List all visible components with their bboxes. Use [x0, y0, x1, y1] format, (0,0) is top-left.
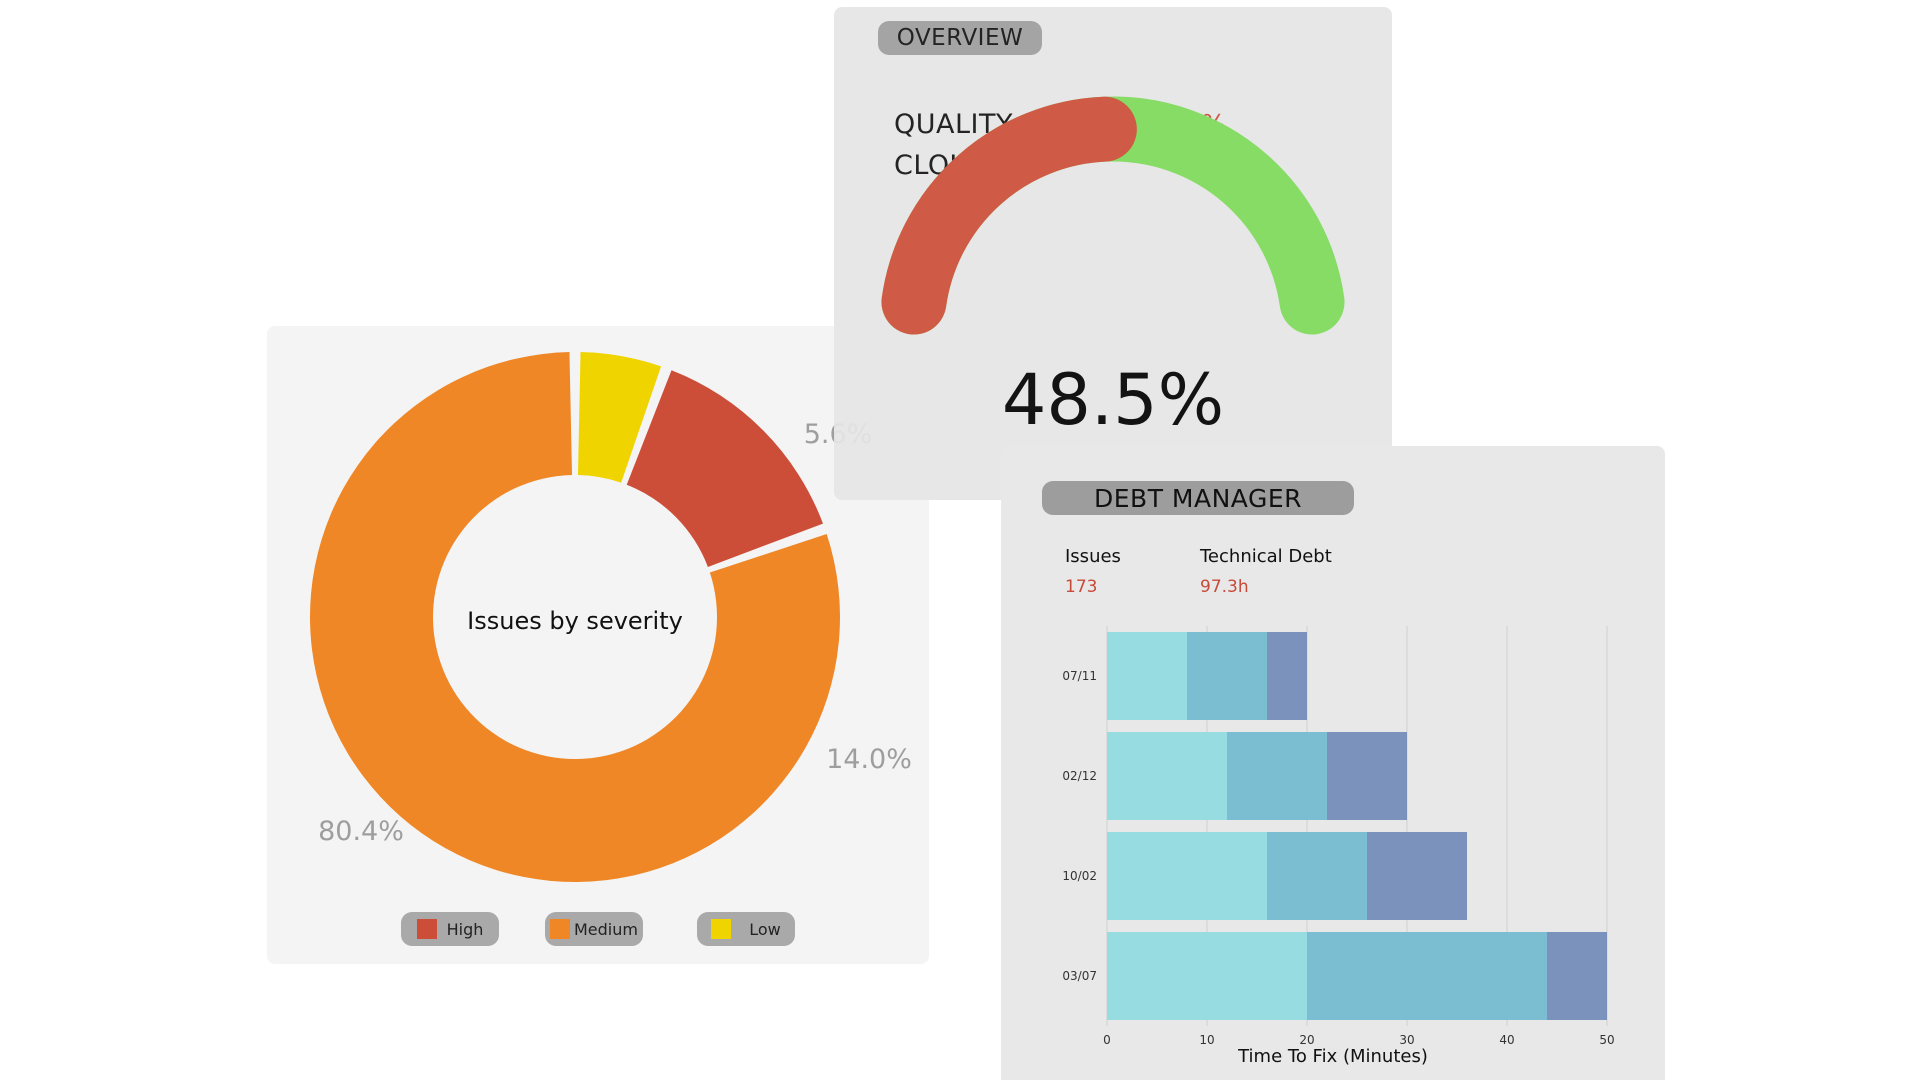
x-tick-label: 30: [1399, 1033, 1414, 1047]
legend-label-medium: Medium: [574, 919, 638, 939]
x-axis-title: Time To Fix (Minutes): [1237, 1046, 1428, 1067]
y-tick-label: 02/12: [1062, 769, 1097, 783]
donut-center-label: Issues by severity: [467, 607, 683, 635]
debt-manager-card: DEBT MANAGER Issues 173 Technical Debt 9…: [1001, 446, 1665, 1080]
legend-item-medium[interactable]: Medium: [545, 912, 643, 946]
x-tick-label: 0: [1103, 1033, 1111, 1047]
stat-technical-debt-value: 97.3h: [1200, 577, 1249, 597]
severity-donut-chart: Issues by severity 14.0% 80.4% 5.6%: [310, 352, 912, 882]
bar-segment[interactable]: [1107, 732, 1227, 820]
debt-manager-pill: DEBT MANAGER: [1042, 481, 1354, 515]
x-tick-label: 20: [1299, 1033, 1314, 1047]
bar-segment[interactable]: [1367, 832, 1467, 920]
donut-slice-high[interactable]: [626, 370, 823, 567]
overview-pill: OVERVIEW: [878, 21, 1042, 55]
time-to-fix-bar-chart: 0 10 20 30 40 50 07/11 02/12 10/02 03/07 Time To …: [1062, 626, 1615, 1067]
bar-segment[interactable]: [1227, 732, 1327, 820]
slice-label-high: 14.0%: [826, 744, 912, 775]
legend-label-low: Low: [749, 919, 781, 939]
gauge-value: 48.5%: [1001, 359, 1225, 441]
y-tick-label: 10/02: [1062, 869, 1097, 883]
legend-swatch-low: [711, 919, 732, 939]
bar-segment[interactable]: [1307, 932, 1547, 1020]
slice-label-medium: 80.4%: [318, 816, 404, 847]
x-tick-label: 40: [1499, 1033, 1514, 1047]
y-tick-label: 03/07: [1062, 969, 1097, 983]
legend-item-low[interactable]: Low: [697, 912, 795, 946]
legend-label-high: High: [446, 919, 484, 939]
gauge-filled-arc: [881, 96, 1137, 335]
overview-card: OVERVIEW QUALITY OF CLOUD -0.01% 48.5%: [834, 7, 1392, 500]
bar-segment[interactable]: [1547, 932, 1607, 1020]
stat-issues-value: 173: [1065, 577, 1098, 597]
donut-slice-medium[interactable]: [310, 352, 840, 882]
bar-segment[interactable]: [1267, 832, 1367, 920]
bar-segment[interactable]: [1107, 832, 1267, 920]
legend-item-high[interactable]: High: [401, 912, 499, 946]
bar-segment[interactable]: [1327, 732, 1407, 820]
stat-issues-label: Issues: [1065, 546, 1121, 567]
x-tick-label: 10: [1199, 1033, 1214, 1047]
bar-segment[interactable]: [1107, 932, 1307, 1020]
y-tick-label: 07/11: [1062, 669, 1097, 683]
bar-segment[interactable]: [1267, 632, 1307, 720]
bar-segment[interactable]: [1187, 632, 1267, 720]
x-tick-label: 50: [1599, 1033, 1614, 1047]
legend-swatch-high: [416, 919, 437, 939]
issues-by-severity-card: Issues by severity 14.0% 80.4% 5.6% High…: [267, 326, 929, 964]
legend-swatch-medium: [550, 919, 570, 939]
quality-gauge: [881, 96, 1345, 335]
stat-technical-debt-label: Technical Debt: [1200, 546, 1332, 567]
donut-slice-low[interactable]: [577, 352, 662, 483]
bar-segment[interactable]: [1107, 632, 1187, 720]
